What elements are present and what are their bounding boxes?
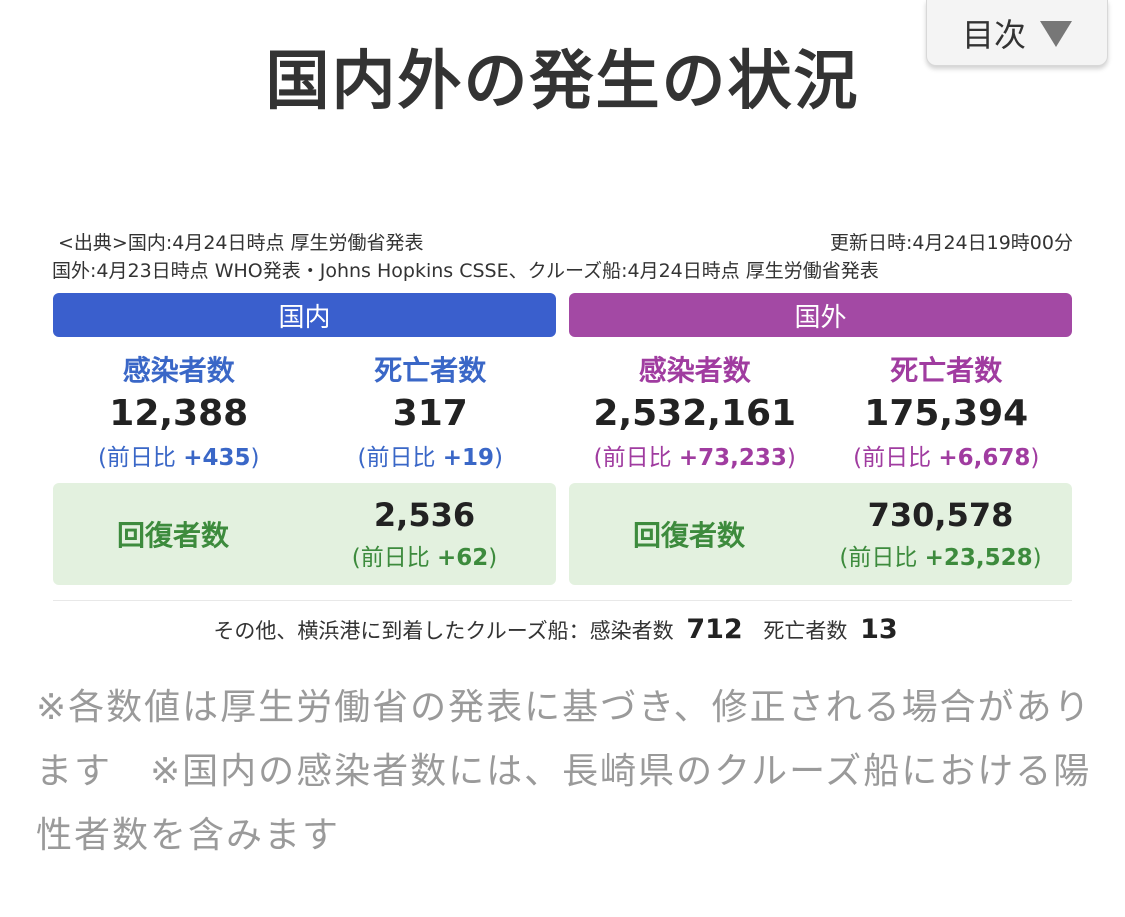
divider	[53, 600, 1072, 601]
notes: ※各数値は厚生労働省の発表に基づき、修正される場合があります ※国内の感染者数に…	[36, 687, 1092, 856]
overseas-stats: 感染者数 2,532,161 (前日比 +73,233) 死亡者数 175,39…	[569, 349, 1072, 472]
recovery-value: 2,536	[373, 496, 476, 534]
domestic-recovery-box: 回復者数 2,536 (前日比 +62)	[53, 483, 556, 585]
updated-timestamp: 更新日時:4月24日19時00分	[829, 232, 1073, 254]
cruise-deaths-value: 13	[860, 614, 898, 645]
cruise-infected-value: 712	[686, 614, 743, 645]
domestic-infected: 感染者数 12,388 (前日比 +435)	[53, 349, 305, 472]
stat-label: 感染者数	[638, 354, 751, 387]
stat-diff: (前日比 +19)	[357, 445, 504, 471]
stat-label: 死亡者数	[890, 354, 1003, 387]
overseas-recovery-box: 回復者数 730,578 (前日比 +23,528)	[569, 483, 1072, 585]
source-line-1: <出典>国内:4月24日時点 厚生労働省発表	[58, 232, 424, 254]
overseas-deaths: 死亡者数 175,394 (前日比 +6,678)	[821, 349, 1073, 472]
recovery-value: 730,578	[867, 496, 1014, 534]
recovery-diff: (前日比 +62)	[351, 545, 498, 571]
stat-diff: (前日比 +435)	[97, 445, 260, 471]
domestic-deaths: 死亡者数 317 (前日比 +19)	[305, 349, 557, 472]
domestic-header: 国内	[53, 293, 556, 337]
toc-label: 目次	[961, 15, 1026, 54]
cruise-deaths-label: 死亡者数	[763, 619, 848, 643]
recovery-diff: (前日比 +23,528)	[839, 545, 1042, 571]
recovery-label: 回復者数	[116, 519, 229, 552]
cruise-prefix: その他、横浜港に到着したクルーズ船：感染者数	[213, 619, 674, 643]
domestic-stats: 感染者数 12,388 (前日比 +435) 死亡者数 317 (前日比 +19…	[53, 349, 556, 472]
recovery-values: 2,536 (前日比 +62)	[293, 496, 556, 572]
overseas-infected: 感染者数 2,532,161 (前日比 +73,233)	[569, 349, 821, 472]
triangle-down-icon	[1040, 20, 1072, 47]
stat-value: 317	[392, 393, 468, 434]
stat-value: 12,388	[109, 393, 249, 434]
stat-diff: (前日比 +73,233)	[593, 445, 796, 471]
toc-button[interactable]: 目次	[926, 0, 1108, 66]
overseas-header: 国外	[569, 293, 1072, 337]
stat-label: 死亡者数	[374, 354, 487, 387]
stat-value: 2,532,161	[593, 393, 797, 434]
recovery-label: 回復者数	[632, 519, 745, 552]
domestic-panel: 国内 感染者数 12,388 (前日比 +435) 死亡者数 317 (前日比 …	[53, 293, 556, 585]
stat-diff: (前日比 +6,678)	[853, 445, 1040, 471]
stat-value: 175,394	[864, 393, 1029, 434]
overseas-panel: 国外 感染者数 2,532,161 (前日比 +73,233) 死亡者数 175…	[569, 293, 1072, 585]
page-title: 国内外の発生の状況	[265, 45, 860, 119]
source-line-2: 国外:4月23日時点 WHO発表・Johns Hopkins CSSE、クルーズ…	[52, 260, 879, 282]
recovery-values: 730,578 (前日比 +23,528)	[809, 496, 1072, 572]
stat-label: 感染者数	[122, 354, 235, 387]
cruise-ship-summary: その他、横浜港に到着したクルーズ船：感染者数 712 死亡者数 13	[0, 614, 1125, 645]
